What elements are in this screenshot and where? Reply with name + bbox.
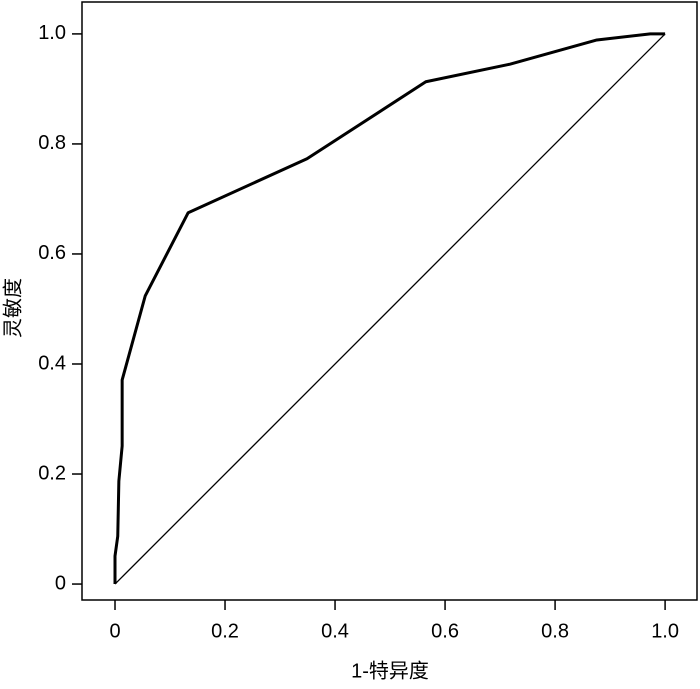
x-tick-label: 0.6 [431,620,459,642]
y-tick-label: 0 [55,572,66,594]
x-tick-label: 1.0 [651,620,679,642]
x-tick-label: 0.2 [211,620,239,642]
x-tick-label: 0.8 [541,620,569,642]
y-tick-label: 0.6 [38,242,66,264]
y-tick-label: 1.0 [38,22,66,44]
y-axis-label: 灵敏度 [1,278,24,338]
roc-curve [113,32,666,585]
y-tick-label: 0.2 [38,462,66,484]
y-tick-label: 0.4 [38,352,66,374]
x-tick-label: 0.4 [321,620,349,642]
plot-frame [81,1,698,601]
reference-line [114,33,666,585]
y-tick-label: 0.8 [38,132,66,154]
x-axis-label: 1-特异度 [351,659,429,682]
x-tick-label: 0 [109,620,120,642]
